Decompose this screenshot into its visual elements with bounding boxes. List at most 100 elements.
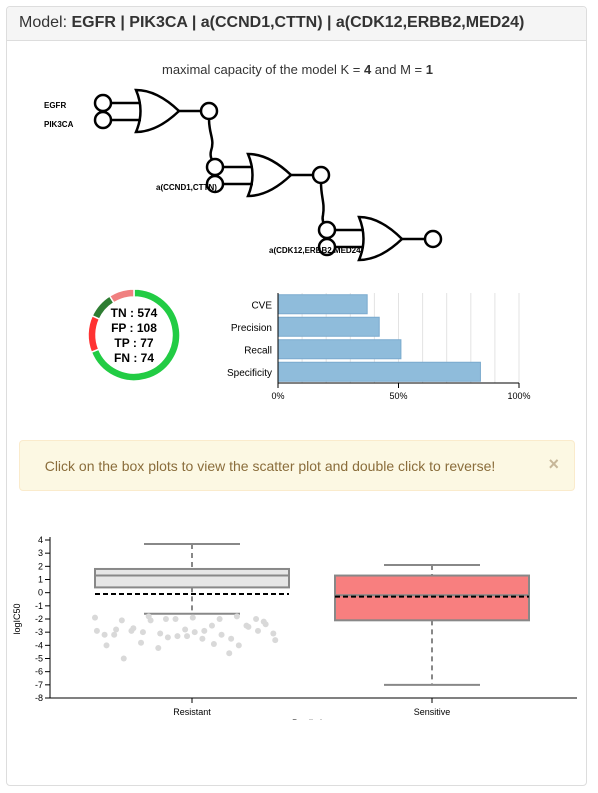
resistant-point bbox=[235, 642, 242, 649]
resistant-point bbox=[210, 641, 217, 648]
or-gate-3 bbox=[357, 215, 404, 262]
capacity-k: 4 bbox=[363, 62, 372, 77]
resistant-point bbox=[147, 617, 154, 624]
resistant-point bbox=[101, 631, 108, 638]
donut-slice-fn bbox=[108, 288, 135, 304]
box-y-tick-label: 3 bbox=[38, 548, 43, 558]
resistant-point bbox=[130, 625, 137, 632]
capacity-prefix: maximal capacity of the model K = bbox=[162, 62, 364, 77]
box-y-tick-label: 0 bbox=[38, 588, 43, 598]
resistant-point bbox=[191, 629, 198, 636]
resistant-point bbox=[184, 633, 191, 640]
bar-specificity bbox=[277, 361, 481, 382]
capacity-caption: maximal capacity of the model K = 4 and … bbox=[7, 62, 588, 77]
box-y-tick-label: 1 bbox=[38, 575, 43, 585]
resistant-point bbox=[103, 642, 110, 649]
resistant-point bbox=[174, 633, 181, 640]
resistant-point bbox=[189, 614, 196, 621]
box-x-tick-label-sensitive: Sensitive bbox=[414, 707, 451, 717]
box-sensitive[interactable] bbox=[334, 574, 530, 622]
box-y-tick-label: -8 bbox=[35, 693, 43, 703]
resistant-point bbox=[162, 616, 169, 622]
resistant-point bbox=[182, 626, 189, 633]
resistant-point bbox=[245, 623, 252, 630]
resistant-point bbox=[272, 637, 279, 644]
capacity-middle: and M = bbox=[371, 62, 426, 77]
donut-label-tn: TN : 574 bbox=[111, 306, 158, 320]
gate-3-output bbox=[423, 229, 443, 249]
resistant-point bbox=[216, 616, 223, 622]
gate-3-input-b bbox=[317, 237, 337, 257]
box-y-tick-label: -2 bbox=[35, 614, 43, 624]
bar-x-tick-label: 0% bbox=[271, 391, 284, 401]
resistant-point bbox=[253, 616, 260, 622]
resistant-point bbox=[93, 627, 100, 634]
resistant-point bbox=[157, 630, 164, 637]
donut-label-fp: FP : 108 bbox=[111, 321, 157, 335]
confusion-donut: TN : 574 FP : 108 TP : 77 FN : 74 bbox=[87, 288, 181, 382]
box-y-tick-label: -5 bbox=[35, 654, 43, 664]
bar-label-recall: Recall bbox=[244, 345, 272, 356]
resistant-point bbox=[233, 613, 240, 620]
input-label-ccnd1: a(CCND1,CTTN) bbox=[156, 183, 217, 192]
bar-cve bbox=[277, 294, 368, 315]
bar-label-precision: Precision bbox=[231, 323, 272, 334]
gate-2-input-b bbox=[205, 174, 225, 194]
gate-3-input-a bbox=[317, 220, 337, 240]
logic50-box-plot: 4 3 2 1 0 -1 -2 -3 -4 -5 -6 -7 -8 logIC50 Prediction Re… bbox=[12, 535, 577, 720]
resistant-point bbox=[208, 622, 215, 629]
resistant-point bbox=[262, 621, 269, 628]
gate-1-output bbox=[199, 101, 219, 121]
or-gate-1 bbox=[134, 88, 181, 134]
resistant-point bbox=[164, 634, 171, 641]
bar-x-tick-label: 50% bbox=[389, 391, 407, 401]
info-alert: Click on the box plots to view the scatt… bbox=[19, 440, 575, 491]
resistant-point bbox=[270, 630, 277, 637]
box-y-tick-label: -6 bbox=[35, 667, 43, 677]
donut-label-tp: TP : 77 bbox=[114, 336, 153, 350]
input-label-egfr: EGFR bbox=[44, 101, 66, 110]
or-gate-2 bbox=[246, 152, 293, 198]
resistant-point bbox=[92, 614, 98, 621]
box-y-tick-label: -7 bbox=[35, 680, 43, 690]
gate-2-input-a bbox=[205, 157, 225, 177]
capacity-m: 1 bbox=[425, 62, 433, 77]
resistant-point bbox=[120, 655, 127, 662]
box-y-axis-label: logIC50 bbox=[12, 603, 22, 634]
metrics-bar-chart: CVE Precision Recall Specificity 0% 50% 100% bbox=[227, 293, 531, 401]
bar-label-cve: CVE bbox=[251, 300, 272, 311]
resistant-point bbox=[118, 617, 125, 624]
resistant-point bbox=[228, 635, 235, 642]
box-y-tick-label: 2 bbox=[38, 561, 43, 571]
box-y-tick-label: 4 bbox=[38, 535, 43, 545]
resistant-point bbox=[138, 639, 145, 646]
gate-1-input-a bbox=[93, 93, 113, 113]
input-label-cdk12: a(CDK12,ERBB2,MED24) bbox=[269, 246, 364, 255]
resistant-point bbox=[111, 631, 118, 638]
input-label-pik3ca: PIK3CA bbox=[44, 120, 74, 129]
resistant-point bbox=[172, 616, 179, 622]
resistant-point bbox=[254, 627, 261, 634]
model-label: Model: bbox=[19, 14, 68, 31]
box-y-tick-label: -3 bbox=[35, 627, 43, 637]
resistant-point bbox=[201, 627, 208, 634]
bar-recall bbox=[277, 339, 402, 360]
bar-x-tick-label: 100% bbox=[507, 391, 530, 401]
resistant-point bbox=[155, 644, 162, 651]
box-y-tick-label: -1 bbox=[35, 601, 43, 611]
resistant-point bbox=[226, 650, 233, 657]
alert-text: Click on the box plots to view the scatt… bbox=[44, 458, 496, 474]
alert-close-button[interactable]: × bbox=[548, 454, 559, 474]
donut-slice-fp bbox=[87, 314, 101, 354]
model-panel: Model: EGFR | PIK3CA | a(CCND1,CTTN) | a… bbox=[6, 6, 587, 786]
donut-label-fn: FN : 74 bbox=[114, 351, 154, 365]
gate-2-output bbox=[311, 165, 331, 185]
model-name: EGFR | PIK3CA | a(CCND1,CTTN) | a(CDK12,… bbox=[71, 14, 525, 31]
box-x-axis-label: Prediction bbox=[292, 718, 332, 720]
box-resistant[interactable] bbox=[94, 567, 290, 589]
resistant-point bbox=[218, 631, 225, 638]
resistant-point bbox=[199, 635, 206, 642]
bar-precision bbox=[277, 316, 380, 337]
logic-diagram: EGFR PIK3CA a(CCND1,CTTN) a(CDK12,ERBB2,… bbox=[44, 88, 443, 262]
box-x-tick-label-resistant: Resistant bbox=[173, 707, 211, 717]
